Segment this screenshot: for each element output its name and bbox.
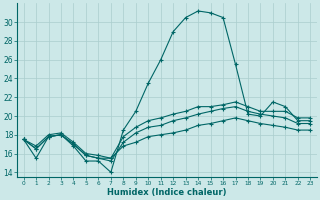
X-axis label: Humidex (Indice chaleur): Humidex (Indice chaleur) — [107, 188, 227, 197]
